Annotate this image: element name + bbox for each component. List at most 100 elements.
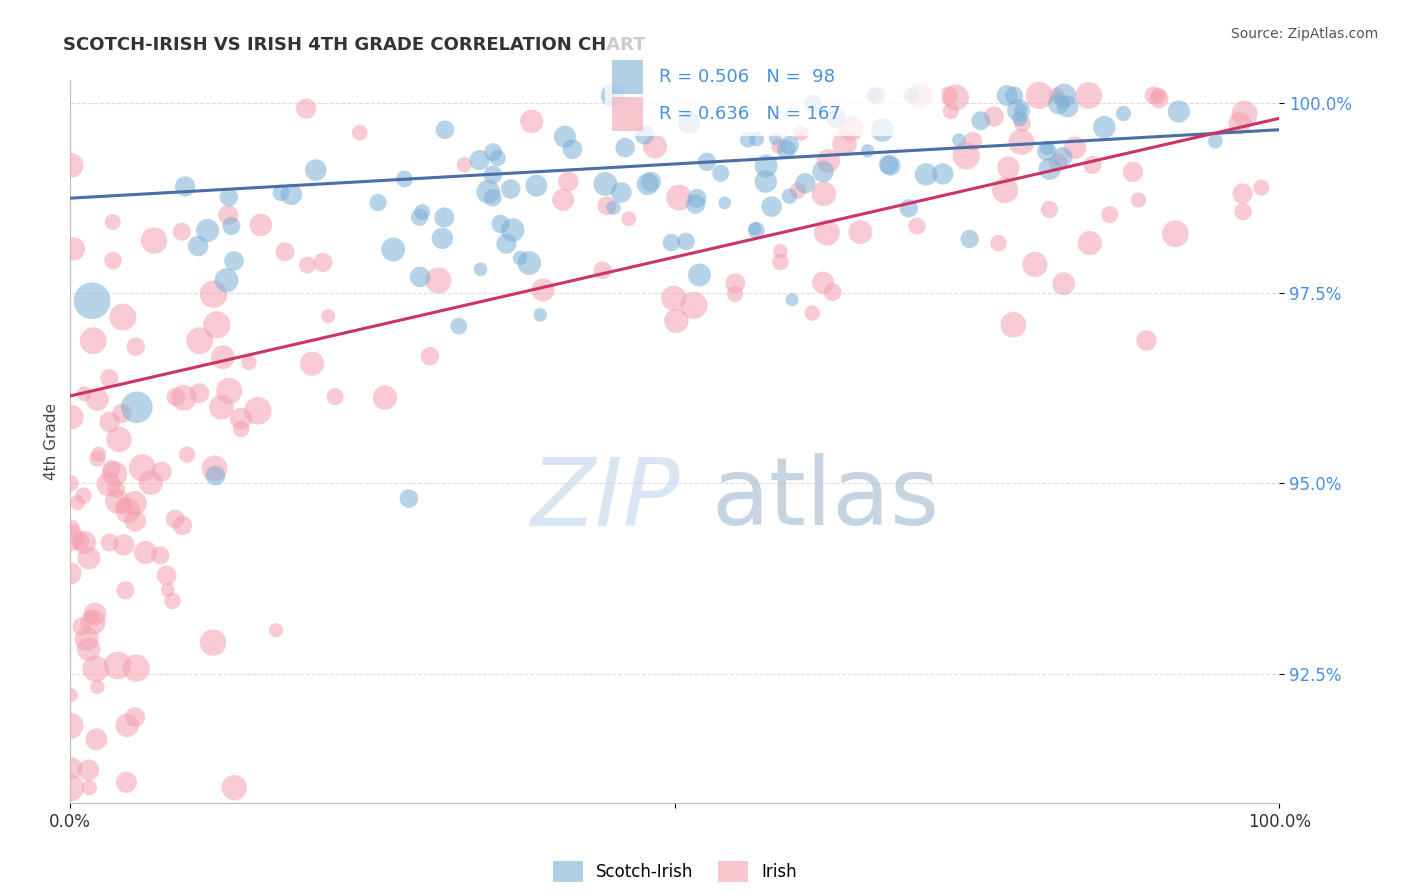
Point	[815, 226, 838, 240]
Point	[1064, 141, 1087, 155]
Point	[111, 310, 134, 324]
Point	[215, 273, 238, 287]
Point	[80, 610, 103, 624]
Point	[70, 620, 93, 634]
Point	[769, 244, 792, 259]
Point	[187, 239, 209, 253]
Point	[939, 103, 962, 118]
Point	[111, 406, 134, 420]
Point	[1010, 135, 1032, 149]
Point	[489, 217, 512, 231]
Point	[87, 447, 110, 461]
Point	[60, 761, 83, 775]
Point	[900, 88, 922, 103]
Point	[1002, 88, 1025, 103]
Point	[156, 582, 179, 597]
Point	[295, 102, 318, 116]
Point	[100, 462, 122, 476]
Point	[1167, 104, 1189, 119]
Point	[1035, 144, 1057, 158]
Point	[1092, 120, 1115, 134]
Point	[1142, 88, 1164, 103]
Point	[139, 475, 162, 490]
Point	[737, 133, 759, 147]
Point	[678, 116, 700, 130]
Point	[665, 314, 688, 328]
Point	[1024, 258, 1046, 272]
Point	[264, 624, 287, 638]
Point	[98, 371, 121, 385]
Point	[173, 391, 195, 405]
Point	[86, 732, 108, 747]
Point	[675, 235, 697, 249]
Point	[602, 201, 624, 215]
Point	[249, 218, 271, 232]
Point	[775, 142, 797, 156]
Point	[863, 88, 886, 103]
Point	[382, 243, 405, 257]
Point	[561, 142, 583, 156]
Point	[134, 545, 156, 559]
Point	[745, 223, 768, 237]
Point	[1047, 96, 1070, 111]
Point	[551, 193, 574, 207]
Point	[108, 433, 131, 447]
Point	[124, 514, 146, 528]
Point	[447, 319, 470, 334]
Point	[97, 477, 120, 491]
Point	[60, 410, 83, 425]
Point	[202, 635, 225, 649]
Point	[238, 355, 260, 369]
Point	[1002, 318, 1025, 332]
Point	[114, 583, 136, 598]
Point	[763, 132, 786, 146]
Point	[212, 350, 235, 364]
Point	[482, 145, 505, 160]
Point	[1077, 88, 1099, 103]
Point	[825, 111, 848, 125]
Point	[526, 178, 548, 193]
Point	[468, 153, 491, 167]
Point	[685, 197, 707, 211]
Point	[1053, 88, 1076, 103]
Point	[780, 293, 803, 307]
Point	[1045, 88, 1067, 103]
Point	[633, 128, 655, 142]
Point	[602, 88, 624, 103]
Point	[209, 401, 232, 415]
Point	[659, 235, 682, 250]
Point	[80, 293, 103, 308]
Point	[755, 159, 778, 173]
Point	[686, 191, 709, 205]
Point	[77, 551, 100, 566]
Point	[1036, 141, 1059, 155]
Point	[165, 390, 187, 404]
Point	[596, 199, 619, 213]
Point	[813, 186, 835, 201]
Point	[995, 88, 1018, 103]
Point	[529, 308, 551, 322]
Point	[970, 113, 993, 128]
Point	[112, 499, 135, 513]
Point	[374, 391, 396, 405]
Point	[115, 718, 138, 732]
Point	[1147, 92, 1170, 106]
Point	[688, 268, 710, 282]
Point	[644, 139, 666, 153]
Point	[745, 132, 768, 146]
Point	[1010, 103, 1032, 117]
Point	[866, 88, 889, 103]
Point	[73, 535, 96, 549]
Point	[125, 401, 148, 415]
Point	[1122, 165, 1144, 179]
Point	[1039, 161, 1062, 176]
Point	[301, 357, 323, 371]
Point	[86, 451, 108, 466]
Point	[72, 489, 94, 503]
Point	[482, 168, 505, 182]
Point	[1038, 202, 1060, 217]
Point	[987, 236, 1010, 251]
Point	[117, 503, 139, 517]
Point	[66, 495, 89, 509]
Point	[724, 277, 747, 291]
